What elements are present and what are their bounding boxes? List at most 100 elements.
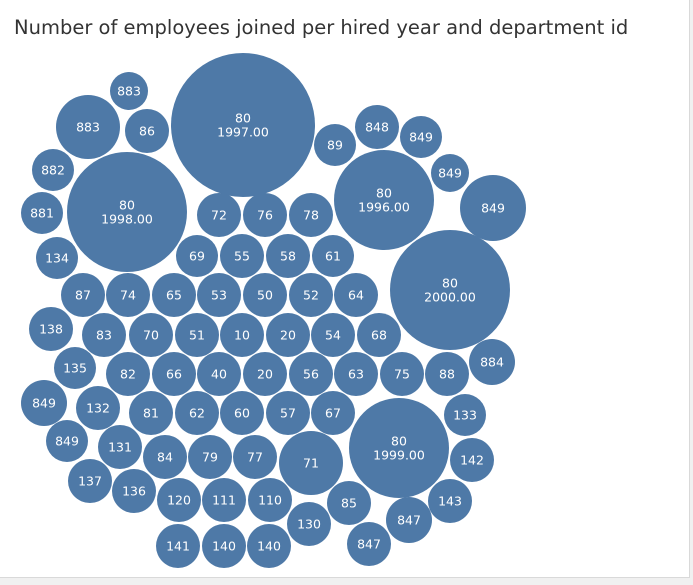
bubble-mark[interactable] xyxy=(82,313,126,357)
bubble-mark[interactable] xyxy=(152,273,196,317)
bubble[interactable]: 52 xyxy=(289,273,333,317)
bubble[interactable]: 79 xyxy=(188,435,232,479)
bubble[interactable]: 884 xyxy=(469,339,515,385)
bubble[interactable]: 137 xyxy=(68,459,112,503)
bubble-mark[interactable] xyxy=(129,313,173,357)
bubble-mark[interactable] xyxy=(176,235,218,277)
bubble-mark[interactable] xyxy=(175,391,219,435)
bubble-mark[interactable] xyxy=(334,150,434,250)
bubble[interactable]: 51 xyxy=(175,313,219,357)
bubble-mark[interactable] xyxy=(355,105,399,149)
bubble-mark[interactable] xyxy=(197,352,241,396)
bubble[interactable]: 849 xyxy=(400,116,442,158)
bubble[interactable]: 136 xyxy=(112,469,156,513)
bubble-mark[interactable] xyxy=(243,273,287,317)
bubble-mark[interactable] xyxy=(188,435,232,479)
bubble-mark[interactable] xyxy=(76,386,120,430)
bubble[interactable]: 78 xyxy=(289,193,333,237)
bubble-mark[interactable] xyxy=(289,273,333,317)
bubble[interactable]: 81 xyxy=(129,391,173,435)
bubble-mark[interactable] xyxy=(175,313,219,357)
bubble-mark[interactable] xyxy=(110,72,148,110)
bubble[interactable]: 130 xyxy=(287,502,331,546)
bubble[interactable]: 849 xyxy=(460,175,526,241)
bubble-mark[interactable] xyxy=(279,431,343,495)
bubble[interactable]: 61 xyxy=(312,235,354,277)
bubble-mark[interactable] xyxy=(36,237,78,279)
bubble[interactable]: 132 xyxy=(76,386,120,430)
bubble[interactable]: 138 xyxy=(29,307,73,351)
bubble-mark[interactable] xyxy=(266,391,310,435)
bubble[interactable]: 76 xyxy=(243,193,287,237)
bubble-mark[interactable] xyxy=(98,425,142,469)
bubble[interactable]: 69 xyxy=(176,235,218,277)
bubble[interactable]: 134 xyxy=(36,237,78,279)
bubble-mark[interactable] xyxy=(243,193,287,237)
bubble-mark[interactable] xyxy=(125,109,169,153)
bubble[interactable]: 131 xyxy=(98,425,142,469)
bubble-mark[interactable] xyxy=(152,352,196,396)
bubble[interactable]: 66 xyxy=(152,352,196,396)
bubble[interactable]: 142 xyxy=(450,438,494,482)
bubble-mark[interactable] xyxy=(156,524,200,568)
bubble[interactable]: 847 xyxy=(347,522,391,566)
bubble-mark[interactable] xyxy=(357,313,401,357)
bubble[interactable]: 135 xyxy=(54,347,96,389)
bubble-mark[interactable] xyxy=(444,394,486,436)
bubble[interactable]: 120 xyxy=(157,478,201,522)
bubble[interactable]: 88 xyxy=(425,352,469,396)
bubble-mark[interactable] xyxy=(287,502,331,546)
bubble[interactable]: 89 xyxy=(314,124,356,166)
bubble[interactable]: 77 xyxy=(233,435,277,479)
bubble-mark[interactable] xyxy=(334,273,378,317)
bubble-mark[interactable] xyxy=(349,398,449,498)
bubble-mark[interactable] xyxy=(202,478,246,522)
bubble-mark[interactable] xyxy=(312,235,354,277)
bubble-mark[interactable] xyxy=(247,524,291,568)
bubble[interactable]: 64 xyxy=(334,273,378,317)
bubble-mark[interactable] xyxy=(197,273,241,317)
bubble[interactable]: 58 xyxy=(266,234,310,278)
bubble-mark[interactable] xyxy=(248,478,292,522)
bubble[interactable]: 72 xyxy=(197,193,241,237)
bubble-mark[interactable] xyxy=(56,95,120,159)
bubble-mark[interactable] xyxy=(243,352,287,396)
bubble[interactable]: 140 xyxy=(202,524,246,568)
bubble-mark[interactable] xyxy=(400,116,442,158)
bubble-mark[interactable] xyxy=(289,193,333,237)
bubble-mark[interactable] xyxy=(289,352,333,396)
bubble-mark[interactable] xyxy=(311,313,355,357)
bubble-mark[interactable] xyxy=(61,273,105,317)
bubble[interactable]: 141 xyxy=(156,524,200,568)
bubble[interactable]: 65 xyxy=(152,273,196,317)
bubble[interactable]: 71 xyxy=(279,431,343,495)
bubble[interactable]: 70 xyxy=(129,313,173,357)
bubble-mark[interactable] xyxy=(220,234,264,278)
bubble[interactable]: 56 xyxy=(289,352,333,396)
bubble-mark[interactable] xyxy=(327,481,371,525)
bubble-mark[interactable] xyxy=(129,391,173,435)
bubble[interactable]: 20 xyxy=(243,352,287,396)
bubble[interactable]: 83 xyxy=(82,313,126,357)
bubble[interactable]: 50 xyxy=(243,273,287,317)
bubble[interactable]: 10 xyxy=(220,313,264,357)
bubble-mark[interactable] xyxy=(112,469,156,513)
bubble[interactable]: 82 xyxy=(106,352,150,396)
bubble[interactable]: 55 xyxy=(220,234,264,278)
bubble[interactable]: 133 xyxy=(444,394,486,436)
bubble-mark[interactable] xyxy=(143,435,187,479)
bubble-mark[interactable] xyxy=(171,53,315,197)
bubble-mark[interactable] xyxy=(67,152,187,272)
bubble[interactable]: 847 xyxy=(386,497,432,543)
bubble-mark[interactable] xyxy=(46,420,88,462)
bubble[interactable]: 883 xyxy=(56,95,120,159)
bubble-mark[interactable] xyxy=(431,154,469,192)
bubble-mark[interactable] xyxy=(347,522,391,566)
bubble[interactable]: 74 xyxy=(106,273,150,317)
bubble-mark[interactable] xyxy=(425,352,469,396)
bubble[interactable]: 143 xyxy=(428,479,472,523)
